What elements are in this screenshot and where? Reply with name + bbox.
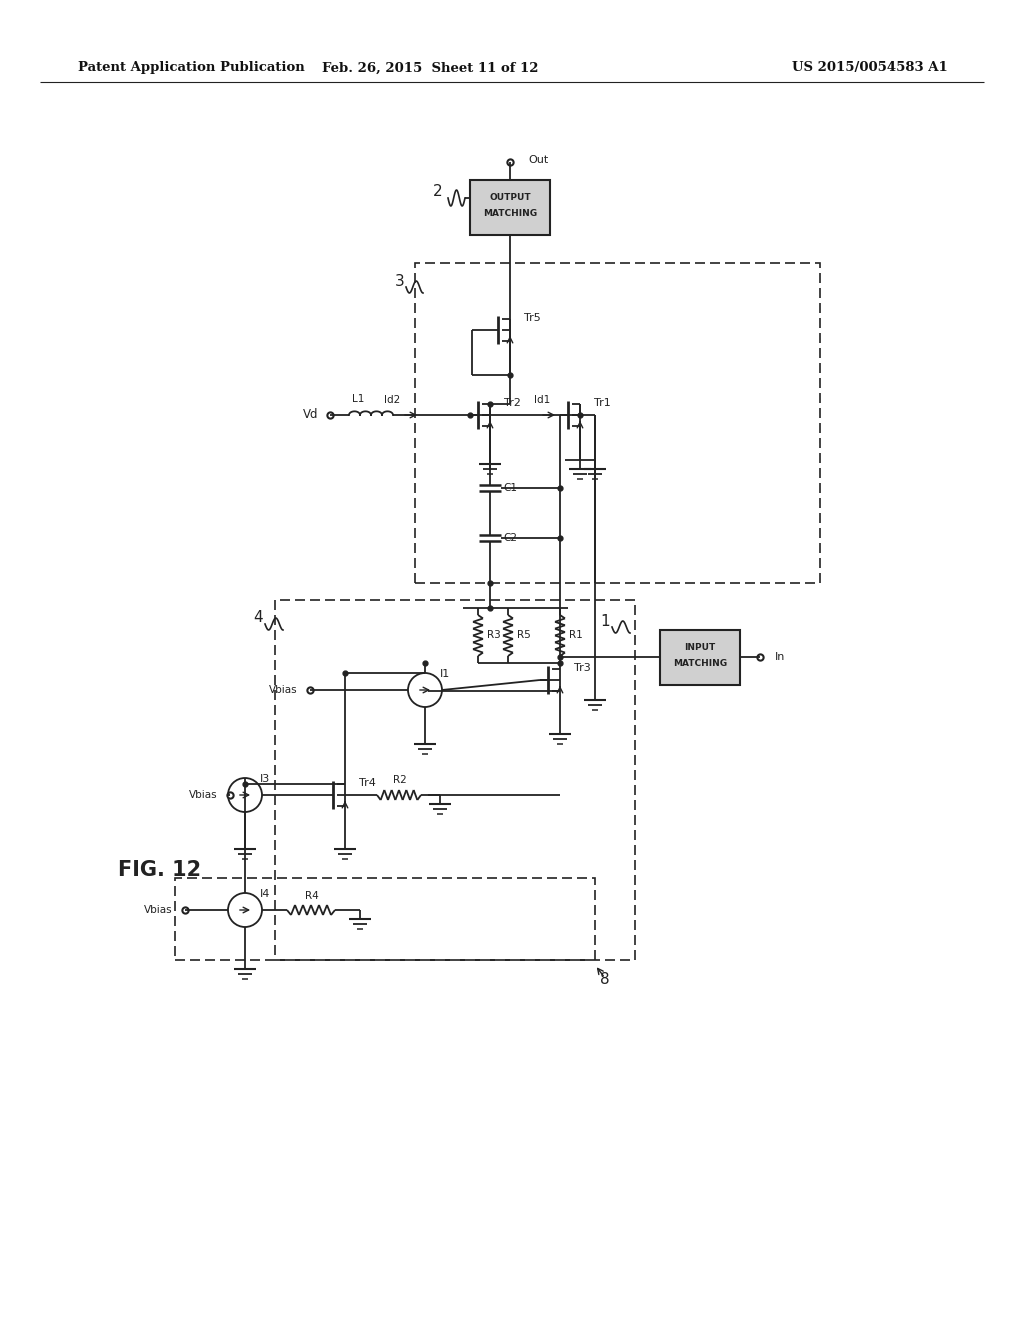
Text: Vbias: Vbias	[269, 685, 298, 696]
Text: C2: C2	[503, 533, 517, 543]
Text: In: In	[775, 652, 785, 663]
Text: C1: C1	[503, 483, 517, 492]
Text: I1: I1	[440, 669, 451, 678]
Text: US 2015/0054583 A1: US 2015/0054583 A1	[793, 62, 948, 74]
Text: MATCHING: MATCHING	[483, 209, 537, 218]
Text: OUTPUT: OUTPUT	[489, 194, 530, 202]
Text: I3: I3	[260, 774, 270, 784]
Text: Vd: Vd	[302, 408, 318, 421]
Text: R5: R5	[517, 630, 530, 640]
Bar	[275, 601, 635, 960]
Text: INPUT: INPUT	[684, 644, 716, 652]
Text: Patent Application Publication: Patent Application Publication	[78, 62, 305, 74]
Text: 8: 8	[600, 973, 610, 987]
Text: R1: R1	[569, 630, 583, 640]
Text: Id2: Id2	[384, 395, 400, 405]
Text: R4: R4	[305, 891, 318, 902]
Bar	[660, 630, 740, 685]
Text: Tr4: Tr4	[358, 777, 376, 788]
Text: 1: 1	[600, 615, 610, 630]
Text: 2: 2	[433, 185, 442, 199]
Text: L1: L1	[352, 393, 365, 404]
Text: Tr5: Tr5	[523, 313, 541, 323]
Bar	[175, 878, 595, 960]
Text: Feb. 26, 2015  Sheet 11 of 12: Feb. 26, 2015 Sheet 11 of 12	[322, 62, 539, 74]
Text: FIG. 12: FIG. 12	[118, 861, 201, 880]
Text: Out: Out	[528, 154, 548, 165]
Text: R2: R2	[393, 775, 407, 785]
Bar	[415, 263, 820, 583]
Text: I4: I4	[260, 888, 270, 899]
Text: Id1: Id1	[534, 395, 550, 405]
Text: Vbias: Vbias	[144, 906, 173, 915]
Text: MATCHING: MATCHING	[673, 659, 727, 668]
Text: Tr2: Tr2	[504, 399, 520, 408]
Text: Tr3: Tr3	[573, 663, 591, 673]
Text: 4: 4	[253, 610, 263, 626]
Text: Tr1: Tr1	[594, 399, 610, 408]
Bar	[470, 180, 550, 235]
Text: 3: 3	[395, 273, 406, 289]
Text: Vbias: Vbias	[189, 789, 218, 800]
Text: R3: R3	[487, 630, 501, 640]
